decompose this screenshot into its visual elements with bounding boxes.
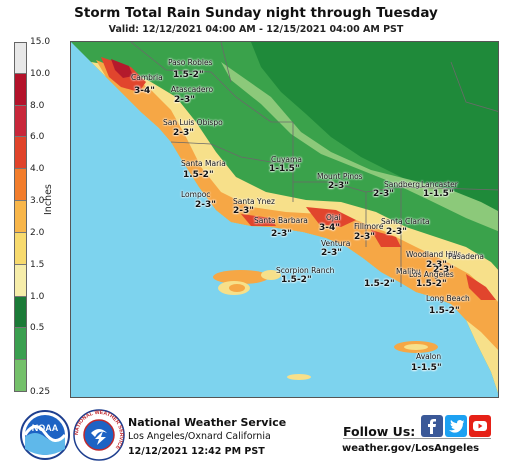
place-label: Atascadero: [171, 85, 214, 94]
legend-tick: 3.0: [30, 196, 45, 207]
rain-amount-label: 2-3": [373, 189, 394, 199]
legend-band: [14, 169, 27, 202]
footer: NOAA NATIONAL WEATHER SERVICE National W…: [0, 403, 512, 471]
place-label: Sandberg: [384, 180, 420, 189]
legend-band: [14, 42, 27, 74]
rain-amount-label: 3-4": [319, 223, 340, 233]
place-label: Avalon: [416, 352, 442, 361]
youtube-icon[interactable]: [469, 415, 491, 437]
legend-band: [14, 328, 27, 361]
legend-band: [14, 201, 27, 233]
legend-band: [14, 296, 27, 329]
place-label: Paso Robles: [168, 58, 213, 67]
place-label: Lancaster: [421, 180, 458, 189]
place-label: Los Angeles: [409, 270, 454, 279]
rain-amount-label: 1-1.5": [269, 164, 300, 174]
website-link[interactable]: weather.gov/LosAngeles: [342, 443, 480, 454]
legend-tick: 15.0: [30, 37, 51, 47]
place-label: Mount Pinos: [317, 172, 363, 181]
legend-band: [14, 137, 27, 170]
follow-us-label: Follow Us:: [343, 424, 416, 439]
place-label: Scorpion Ranch: [276, 266, 335, 275]
noaa-logo: NOAA: [20, 410, 70, 460]
place-label: Santa Clarita: [381, 217, 430, 226]
rain-amount-label: 3-4": [134, 86, 155, 96]
office-name: Los Angeles/Oxnard California: [128, 431, 271, 442]
color-legend: [14, 42, 27, 392]
issued-time: 12/12/2021 12:42 PM PST: [128, 446, 265, 457]
legend-tick: 4.0: [30, 164, 45, 175]
rain-amount-label: 1-1.5": [423, 189, 454, 199]
map-title: Storm Total Rain Sunday night through Tu…: [74, 5, 438, 21]
legend-tick: 6.0: [30, 132, 45, 143]
place-label: Cuyama: [271, 155, 302, 164]
rain-amount-label: 1.5-2": [183, 170, 214, 180]
place-label: Santa Maria: [181, 159, 226, 168]
place-label: Malibu: [396, 267, 421, 276]
legend-band: [14, 105, 27, 138]
twitter-icon[interactable]: [445, 415, 467, 437]
noaa-logo-text: NOAA: [32, 423, 59, 433]
rain-amount-label: 2-3": [328, 181, 349, 191]
valid-period: Valid: 12/12/2021 04:00 AM - 12/15/2021 …: [108, 24, 404, 35]
place-label: Fillmore: [354, 222, 384, 231]
rain-amount-label: 1.5-2": [416, 279, 447, 289]
rain-amount-label: 2-3": [433, 265, 454, 275]
rain-amount-label: 2-3": [173, 128, 194, 138]
rainfall-map: Paso Robles 1.5-2" Cambria 3-4" Atascadero 2-…: [70, 41, 499, 398]
facebook-icon[interactable]: [421, 415, 443, 437]
rain-amount-label: 2-3": [386, 227, 407, 237]
rain-amount-label: 2-3": [271, 229, 292, 239]
legend-band: [14, 73, 27, 106]
place-label: San Luis Obispo: [163, 118, 223, 127]
rain-amount-label: 2-3": [321, 248, 342, 258]
legend-band: [14, 232, 27, 265]
place-label: Cambria: [131, 73, 163, 82]
rain-amount-label: 1.5-2": [173, 70, 204, 80]
rain-amount-label: 1.5-2": [281, 275, 312, 285]
place-label: Pasadena: [448, 252, 485, 261]
legend-units: Inches: [43, 184, 54, 215]
agency-name: National Weather Service: [128, 416, 287, 429]
legend-tick: 0.5: [30, 323, 45, 334]
place-label: Long Beach: [426, 294, 470, 303]
nws-logo: NATIONAL WEATHER SERVICE: [73, 409, 125, 461]
legend-tick: 10.0: [30, 68, 51, 79]
rainfall-map-graphic: [71, 42, 498, 397]
legend-tick: 2.0: [30, 227, 45, 238]
rain-amount-label: 2-3": [426, 260, 447, 270]
rain-amount-label: 2-3": [354, 232, 375, 242]
rain-amount-label: 2-3": [233, 206, 254, 216]
rain-amount-label: 2-3": [174, 95, 195, 105]
rain-amount-label: 1.5-2": [364, 279, 395, 289]
place-label: Woodland Hills: [406, 250, 462, 259]
place-label: Lompoc: [181, 190, 211, 199]
place-label: Santa Ynez: [233, 197, 275, 206]
legend-tick: 0.25: [30, 387, 51, 397]
place-label: Santa Barbara: [254, 216, 308, 225]
rain-amount-label: 1-1.5": [411, 363, 442, 373]
legend-tick: 1.0: [30, 291, 45, 302]
place-label: Ventura: [321, 239, 351, 248]
rain-amount-label: 1.5-2": [429, 306, 460, 316]
place-label: Ojai: [326, 213, 341, 222]
legend-tick: 8.0: [30, 100, 45, 111]
legend-band: [14, 264, 27, 297]
legend-tick: 1.5: [30, 259, 45, 270]
rain-amount-label: 2-3": [195, 200, 216, 210]
